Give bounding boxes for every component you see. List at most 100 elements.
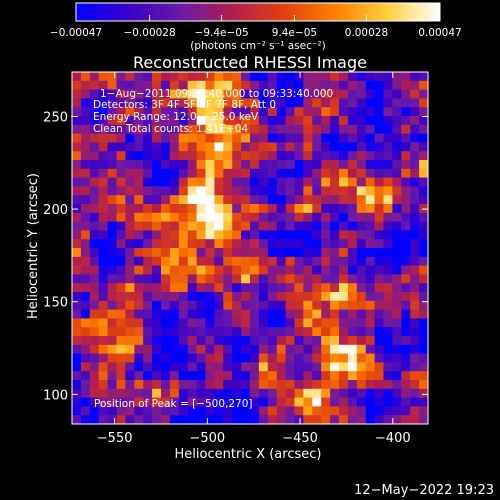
heatmap-pixel xyxy=(196,98,206,108)
heatmap-pixel xyxy=(303,107,313,117)
heatmap-pixel xyxy=(89,124,100,134)
heatmap-pixel xyxy=(205,160,215,170)
heatmap-pixel xyxy=(374,80,384,90)
heatmap-pixel xyxy=(152,186,162,196)
heatmap-pixel xyxy=(152,168,162,178)
heatmap-pixel xyxy=(187,292,197,302)
heatmap-pixel xyxy=(98,256,108,266)
heatmap-pixel xyxy=(339,151,349,161)
heatmap-pixel xyxy=(294,371,304,381)
heatmap-pixel xyxy=(241,124,251,134)
heatmap-pixel xyxy=(383,344,393,354)
heatmap-pixel xyxy=(214,380,224,390)
y-tick-label: 200 xyxy=(43,203,68,218)
heatmap-pixel xyxy=(383,116,393,126)
heatmap-pixel xyxy=(392,344,402,354)
heatmap-pixel xyxy=(258,371,269,381)
heatmap-pixel xyxy=(285,292,295,302)
heatmap-pixel xyxy=(312,212,322,222)
heatmap-pixel xyxy=(169,230,180,240)
heatmap-pixel xyxy=(187,230,197,240)
heatmap-pixel xyxy=(347,221,358,231)
heatmap-pixel xyxy=(401,142,411,152)
heatmap-pixel xyxy=(401,107,411,117)
heatmap-pixel xyxy=(107,256,117,266)
heatmap-pixel xyxy=(134,239,144,249)
heatmap-pixel xyxy=(232,336,242,346)
heatmap-pixel xyxy=(392,283,402,293)
heatmap-pixel xyxy=(312,133,322,143)
heatmap-pixel xyxy=(330,362,340,372)
heatmap-pixel xyxy=(347,230,358,240)
heatmap-pixel xyxy=(152,204,162,214)
heatmap-pixel xyxy=(410,116,420,126)
heatmap-pixel xyxy=(205,116,215,126)
heatmap-pixel xyxy=(169,116,180,126)
heatmap-pixel xyxy=(347,107,358,117)
heatmap-pixel xyxy=(294,177,304,187)
heatmap-pixel xyxy=(339,318,349,328)
x-axis-label: Heliocentric X (arcsec) xyxy=(175,447,322,462)
heatmap-pixel xyxy=(267,72,278,82)
heatmap-pixel xyxy=(276,89,286,99)
heatmap-pixel xyxy=(178,327,189,337)
heatmap-pixel xyxy=(339,124,349,134)
heatmap-pixel xyxy=(205,318,215,328)
y-tick-label: 150 xyxy=(43,296,68,311)
heatmap-pixel xyxy=(98,195,108,205)
heatmap-pixel xyxy=(267,168,278,178)
heatmap-pixel xyxy=(178,186,189,196)
heatmap-pixel xyxy=(347,168,358,178)
heatmap-pixel xyxy=(116,265,126,275)
heatmap-pixel xyxy=(98,344,108,354)
heatmap-pixel xyxy=(250,371,260,381)
heatmap-pixel xyxy=(339,168,349,178)
heatmap-pixel xyxy=(187,344,197,354)
heatmap-pixel xyxy=(161,283,171,293)
heatmap-pixel xyxy=(294,415,304,424)
heatmap-pixel xyxy=(241,151,251,161)
heatmap-pixel xyxy=(169,362,180,372)
heatmap-pixel xyxy=(365,221,375,231)
heatmap-pixel xyxy=(374,309,384,319)
heatmap-pixel xyxy=(89,327,100,337)
heatmap-pixel xyxy=(267,80,278,90)
heatmap-pixel xyxy=(321,221,331,231)
heatmap-pixel xyxy=(98,72,108,82)
heatmap-pixel xyxy=(285,300,295,310)
heatmap-pixel xyxy=(339,107,349,117)
heatmap-pixel xyxy=(330,327,340,337)
heatmap-pixel xyxy=(419,353,428,363)
heatmap-pixel xyxy=(80,265,91,275)
heatmap-pixel xyxy=(258,168,269,178)
heatmap-pixel xyxy=(383,256,393,266)
heatmap-pixel xyxy=(143,300,153,310)
heatmap-pixel xyxy=(339,177,349,187)
heatmap-pixel xyxy=(401,265,411,275)
heatmap-pixel xyxy=(383,353,393,363)
heatmap-pixel xyxy=(303,221,313,231)
heatmap-pixel xyxy=(339,230,349,240)
heatmap-pixel xyxy=(205,327,215,337)
heatmap-pixel xyxy=(312,265,322,275)
heatmap-pixel xyxy=(80,292,91,302)
heatmap-pixel xyxy=(169,274,180,284)
heatmap-pixel xyxy=(223,388,233,398)
heatmap-pixel xyxy=(98,116,108,126)
heatmap-pixel xyxy=(303,204,313,214)
heatmap-pixel xyxy=(178,177,189,187)
heatmap-pixel xyxy=(72,344,82,354)
heatmap-pixel xyxy=(330,397,340,407)
heatmap-pixel xyxy=(285,371,295,381)
heatmap-pixel xyxy=(223,406,233,416)
heatmap-pixel xyxy=(276,371,286,381)
heatmap-pixel xyxy=(285,151,295,161)
heatmap-pixel xyxy=(347,248,358,258)
heatmap-pixel xyxy=(294,98,304,108)
heatmap-pixel xyxy=(89,300,100,310)
heatmap-pixel xyxy=(205,221,215,231)
heatmap-pixel xyxy=(116,133,126,143)
heatmap-pixel xyxy=(374,336,384,346)
heatmap-pixel xyxy=(196,388,206,398)
heatmap-pixel xyxy=(178,221,189,231)
